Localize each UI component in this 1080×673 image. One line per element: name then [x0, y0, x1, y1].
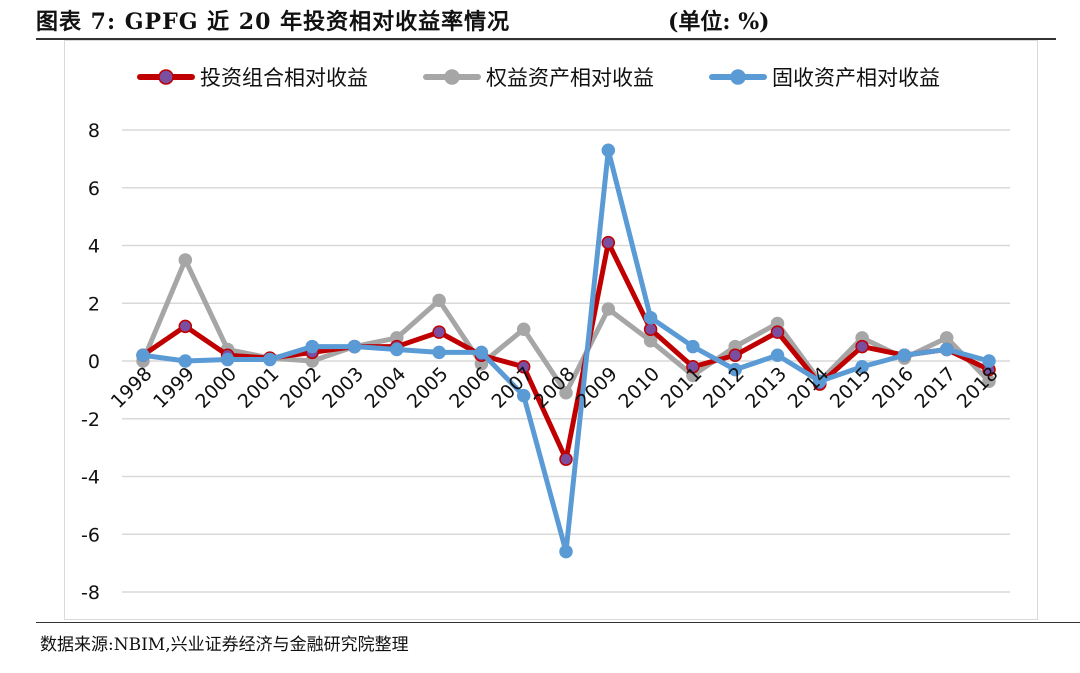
data-point	[474, 345, 489, 360]
y-tick-label: -8	[81, 582, 100, 604]
x-tick-label: 1999	[149, 363, 199, 413]
y-tick-label: 6	[88, 178, 100, 200]
legend-label: 权益资产相对收益	[486, 66, 654, 90]
data-point	[770, 325, 785, 339]
data-point	[432, 325, 446, 339]
data-point	[601, 235, 616, 250]
data-point	[263, 352, 277, 367]
data-point	[516, 360, 531, 374]
x-tick-label: 2010	[614, 363, 664, 413]
legend-swatch-marker	[444, 69, 460, 85]
data-point	[770, 348, 785, 362]
data-point	[686, 339, 700, 354]
legend-item-1: 权益资产相对收益	[423, 66, 654, 90]
x-tick-label: 2004	[361, 363, 411, 413]
legend-label: 固收资产相对收益	[772, 66, 940, 90]
x-tick-label: 2017	[910, 363, 960, 413]
x-tick-label: 2013	[741, 363, 791, 413]
data-point	[305, 339, 319, 354]
data-point	[813, 374, 827, 388]
data-point	[178, 319, 193, 334]
x-tick-label: 2001	[234, 363, 284, 413]
series-2	[136, 143, 996, 559]
x-tick-label: 2007	[487, 363, 537, 413]
y-tick-label: 0	[88, 351, 100, 373]
source-divider	[36, 622, 1080, 623]
data-point	[643, 334, 658, 348]
y-tick-label: 8	[88, 120, 100, 142]
data-point	[347, 339, 362, 354]
data-point	[601, 143, 616, 157]
figure-title: 图表 7: GPFG 近 20 年投资相对收益率情况	[36, 9, 511, 35]
data-point	[432, 293, 446, 308]
legend-label: 投资组合相对收益	[200, 66, 368, 90]
data-point	[559, 386, 573, 400]
data-point	[855, 360, 869, 374]
x-tick-label: 1998	[107, 363, 157, 413]
figure-header: 图表 7: GPFG 近 20 年投资相对收益率情况 (单位: %)	[36, 2, 1056, 40]
x-tick-label: 2016	[868, 363, 918, 413]
data-point	[178, 253, 193, 267]
data-point	[559, 452, 573, 466]
x-tick-label: 2003	[318, 363, 368, 413]
series-0	[136, 235, 996, 466]
x-tick-label: 2005	[403, 363, 453, 413]
data-point	[136, 348, 150, 362]
x-tick-label: 2006	[445, 363, 495, 413]
source-note: 数据来源:NBIM,兴业证券经济与金融研究院整理	[40, 635, 409, 655]
data-point	[728, 362, 742, 377]
legend-item-2: 固收资产相对收益	[709, 66, 940, 90]
data-point	[516, 322, 531, 336]
y-tick-label: -6	[81, 524, 100, 546]
data-point	[643, 322, 658, 336]
data-point	[982, 354, 996, 368]
x-tick-label: 2008	[530, 363, 580, 413]
data-point	[643, 310, 658, 325]
x-tick-label: 2002	[276, 363, 326, 413]
data-point	[559, 544, 573, 559]
data-point	[516, 388, 531, 403]
y-tick-label: 4	[88, 236, 100, 258]
data-point	[601, 302, 616, 316]
y-tick-label: -4	[81, 467, 100, 489]
legend: 投资组合相对收益 权益资产相对收益 固收资产相对收益	[137, 66, 940, 90]
data-point	[390, 342, 404, 357]
y-axis-ticks: 8 6 4 2 0 -2 -4 -6 -8	[81, 120, 100, 604]
data-point	[432, 345, 446, 360]
data-point	[939, 342, 954, 357]
legend-swatch-marker	[730, 69, 746, 85]
data-point	[686, 360, 700, 374]
data-point	[939, 331, 954, 345]
y-tick-label: 2	[88, 293, 100, 315]
x-tick-label: 2000	[191, 363, 241, 413]
x-axis-ticks: 1998199920002001200220032004200520062007…	[107, 363, 1003, 413]
legend-item-0: 投资组合相对收益	[137, 66, 368, 90]
data-point	[178, 354, 193, 368]
data-point	[220, 352, 235, 367]
y-tick-label: -2	[81, 409, 100, 431]
figure-unit: (单位: %)	[668, 9, 770, 35]
grid-layer	[122, 129, 1010, 593]
data-point	[855, 339, 869, 354]
chart-frame	[64, 40, 1038, 620]
data-point	[897, 348, 912, 362]
series-layer	[136, 143, 996, 559]
data-point	[728, 348, 742, 362]
legend-swatch-marker	[158, 69, 174, 85]
